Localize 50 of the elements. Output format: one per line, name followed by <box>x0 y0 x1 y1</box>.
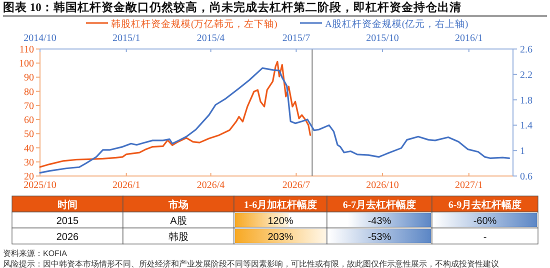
category-label: 6-7月去杠杆幅度 <box>342 199 416 211</box>
line-series <box>39 60 312 168</box>
y-tick-label: 30 <box>24 157 34 168</box>
text: -53% <box>368 232 392 243</box>
legend-label: A股杠杆资金规模(亿元，右上轴) <box>325 18 468 30</box>
x-tick-label: 2014/10 <box>24 33 56 44</box>
y-tick-label: 20 <box>24 172 34 182</box>
line-series <box>39 67 510 174</box>
y-tick-label: 1 <box>520 146 525 158</box>
x-tick-label: 2015/1 <box>112 33 140 44</box>
text: - <box>483 232 487 243</box>
x-tick-label: 2015/10 <box>366 33 399 44</box>
text: -60% <box>473 216 497 227</box>
y-tick-label: 90 <box>24 72 34 84</box>
y-tick-label: 2.2 <box>520 70 532 81</box>
y-tick-label: 80 <box>24 86 34 98</box>
text: 韩股 <box>168 232 188 243</box>
category-label: 6-9月去杠杆幅度 <box>448 199 522 211</box>
y-tick-label: 40 <box>24 143 34 154</box>
x-tick-label: 2026/10 <box>366 180 399 191</box>
y-tick-label: 0.6 <box>520 172 532 182</box>
y-tick-label: 50 <box>24 129 34 140</box>
text: 203% <box>268 232 294 243</box>
text: 2026 <box>56 232 79 243</box>
category-label: 时间 <box>58 199 78 211</box>
text: 2015 <box>56 216 79 227</box>
category-label: 1-6月加杠杆幅度 <box>244 199 318 211</box>
x-tick-label: 2026/1 <box>112 180 140 191</box>
x-tick-label: 2025/10 <box>24 180 56 191</box>
x-tick-label: 2027/1 <box>455 180 483 191</box>
text: 风险提示：因中韩资本市场情形不同、所处经济和产业发展阶段不同等因素影响，可比性或有限，故此图仅作示意性展示，不构成投资性建议 <box>3 260 499 268</box>
x-tick-label: 2016/1 <box>455 33 483 44</box>
y-tick-label: 100 <box>19 58 34 70</box>
y-tick-label: 1.4 <box>520 120 532 132</box>
chart-title: 图表 10：韩国杠杆资金敞口仍然较高，尚未完成去杠杆第二阶段，即杠杆资金持仓出清 <box>3 0 462 14</box>
text: A股 <box>170 216 187 227</box>
x-tick-label: 2026/7 <box>282 180 310 191</box>
y-tick-label: 60 <box>24 115 34 126</box>
text: 120% <box>268 216 294 227</box>
x-tick-label: 2026/4 <box>196 180 225 191</box>
category-label: 市场 <box>168 199 188 211</box>
y-tick-label: 1.8 <box>520 95 532 106</box>
y-tick-label: 70 <box>24 100 34 112</box>
text: 资料来源：KOFIA <box>3 249 68 258</box>
x-tick-label: 2015/7 <box>282 33 310 44</box>
y-tick-label: 2.6 <box>520 44 532 56</box>
text: -43% <box>368 216 392 227</box>
x-tick-label: 2015/4 <box>196 33 225 44</box>
y-tick-label: 110 <box>19 44 34 56</box>
legend-label: 韩股杠杆资金规模(万亿韩元，左下轴) <box>111 18 278 30</box>
